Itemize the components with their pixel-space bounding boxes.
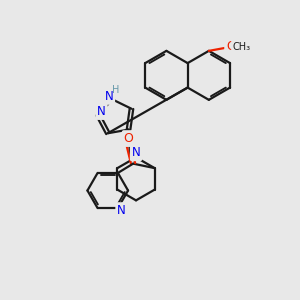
Text: N: N [132, 146, 140, 159]
Text: CH₃: CH₃ [232, 42, 251, 52]
Text: N: N [97, 105, 106, 118]
Text: O: O [124, 132, 134, 145]
Text: N: N [117, 204, 126, 217]
Text: H: H [112, 85, 120, 95]
Text: O: O [226, 40, 235, 53]
Text: N: N [105, 90, 113, 103]
